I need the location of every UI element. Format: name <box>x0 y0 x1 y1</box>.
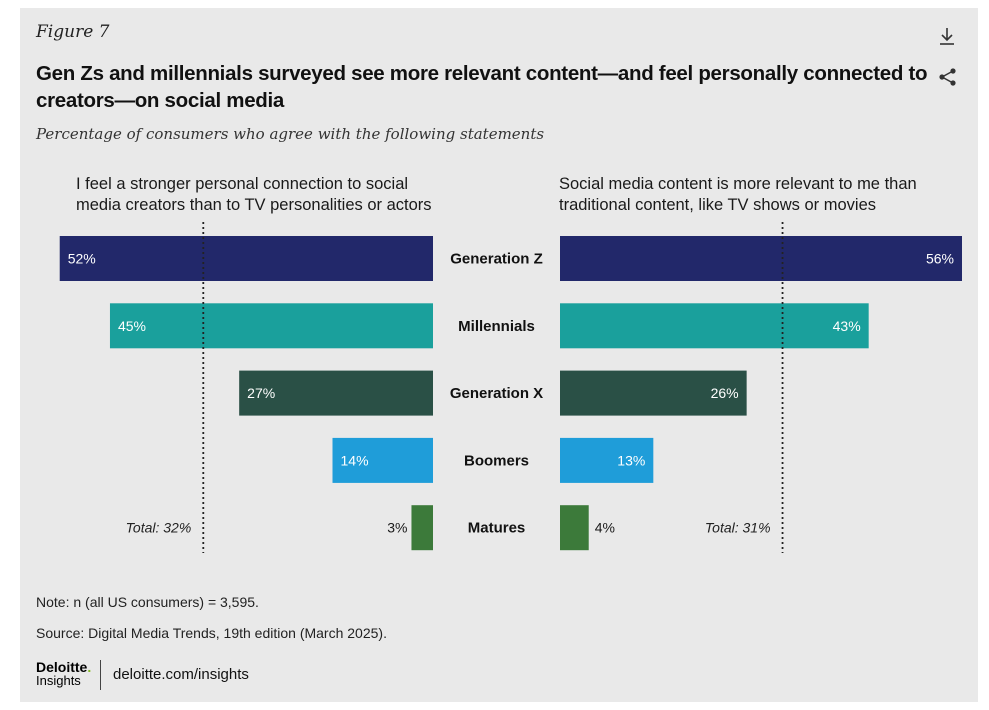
left-bar <box>411 505 433 551</box>
right-bar <box>560 505 589 551</box>
left-bar-label: 3% <box>387 520 407 536</box>
left-bar-label: 14% <box>341 452 369 468</box>
category-label: Boomers <box>464 452 529 469</box>
logo-sub-text: Insights <box>36 673 81 688</box>
logo-main-text: Deloitte <box>36 659 88 675</box>
right-bar-label: 13% <box>617 452 645 468</box>
category-label: Matures <box>468 520 526 537</box>
download-icon[interactable] <box>937 26 957 48</box>
left-total-label: Total: 32% <box>126 520 192 536</box>
right-bar <box>560 437 654 483</box>
source-text: Source: Digital Media Trends, 19th editi… <box>36 625 387 641</box>
left-panel-title: I feel a stronger personal connection to… <box>76 175 432 214</box>
right-bar-label: 43% <box>833 318 861 334</box>
right-total-label: Total: 31% <box>705 520 771 536</box>
left-bar-label: 45% <box>118 318 146 334</box>
category-label: Generation Z <box>450 251 543 268</box>
right-bar-label: 26% <box>711 385 739 401</box>
right-bar <box>560 236 962 281</box>
category-label: Generation X <box>450 385 543 402</box>
right-bar <box>560 370 747 416</box>
left-bar <box>332 437 433 483</box>
figure-label: Figure 7 <box>36 22 110 42</box>
logo-divider <box>100 660 101 690</box>
left-bar <box>109 303 433 349</box>
category-label: Millennials <box>458 318 535 335</box>
chart-title: Gen Zs and millennials surveyed see more… <box>36 62 928 112</box>
left-bar <box>239 370 433 416</box>
chart-subtitle: Percentage of consumers who agree with t… <box>36 125 545 143</box>
right-panel-title: Social media content is more relevant to… <box>559 175 917 214</box>
logo-dot: . <box>87 659 92 675</box>
left-bar-label: 52% <box>68 251 96 267</box>
note-text: Note: n (all US consumers) = 3,595. <box>36 594 259 610</box>
deloitte-insights-logo: Deloitte. Insights <box>36 660 91 688</box>
right-bar <box>560 303 869 349</box>
left-bar-label: 27% <box>247 385 275 401</box>
right-bar-label: 4% <box>595 520 615 536</box>
share-icon[interactable] <box>937 66 959 88</box>
right-bar-label: 56% <box>926 251 954 267</box>
left-bar <box>59 236 433 281</box>
site-link[interactable]: deloitte.com/insights <box>113 666 249 683</box>
figure-card <box>20 8 978 702</box>
